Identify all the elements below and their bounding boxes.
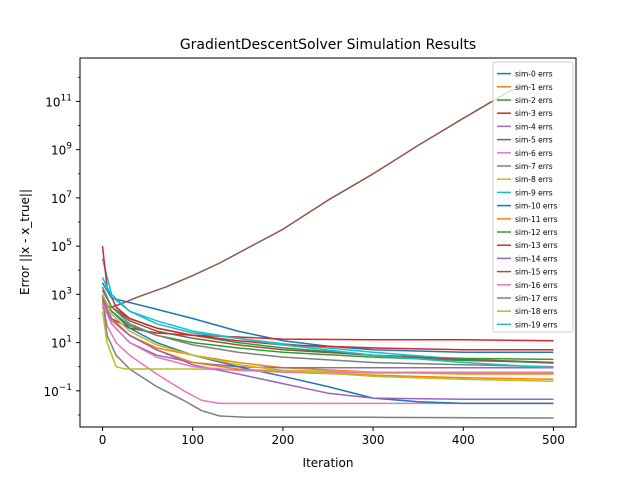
- series-line-0: [101, 282, 554, 353]
- x-tick-label: 500: [542, 433, 565, 447]
- x-tick-label: 200: [271, 433, 294, 447]
- series-line-8: [101, 311, 554, 373]
- legend-label: sim-18 errs: [515, 307, 558, 316]
- legend-label: sim-11 errs: [515, 215, 558, 224]
- series-line-15: [101, 289, 554, 364]
- x-tick-label: 100: [181, 433, 204, 447]
- x-axis: 0 100 200 300 400 500: [99, 427, 565, 447]
- y-axis-label: Error ||x - x_true||: [18, 189, 32, 295]
- legend: sim-0 errs sim-1 errs sim-2 errs sim-3 errs…: [492, 61, 574, 333]
- series-line-5: [102, 83, 527, 308]
- y-tick-label: 103: [51, 286, 72, 302]
- legend-label: sim-13 errs: [515, 241, 558, 250]
- series-line-9: [101, 258, 554, 364]
- legend-label: sim-12 errs: [515, 228, 558, 237]
- series-line-13: [101, 246, 554, 351]
- legend-label: sim-6 errs: [515, 149, 553, 158]
- legend-label: sim-5 errs: [515, 136, 553, 145]
- legend-label: sim-17 errs: [515, 294, 558, 303]
- legend-box: [492, 61, 574, 333]
- chart-title: GradientDescentSolver Simulation Results: [180, 37, 476, 53]
- y-tick-label: 101: [51, 335, 72, 351]
- legend-label: sim-7 errs: [515, 162, 553, 171]
- legend-label: sim-16 errs: [515, 281, 558, 290]
- legend-label: sim-1 errs: [515, 83, 553, 92]
- series-line-17: [101, 286, 554, 368]
- legend-label: sim-19 errs: [515, 320, 558, 329]
- legend-label: sim-10 errs: [515, 202, 558, 211]
- y-tick-label: 109: [51, 142, 72, 158]
- plot-frame: [79, 57, 577, 428]
- legend-label: sim-9 errs: [515, 188, 553, 197]
- y-axis: 10−1 101 103 105 107 109 1011: [43, 76, 80, 416]
- series-line-19: [101, 277, 554, 369]
- x-tick-label: 400: [452, 433, 475, 447]
- legend-label: sim-2 errs: [515, 96, 553, 105]
- plot-lines: [101, 83, 554, 419]
- y-tick-label: 105: [51, 238, 72, 254]
- legend-label: sim-0 errs: [515, 70, 553, 79]
- series-line-7: [101, 296, 554, 419]
- x-tick-label: 300: [362, 433, 385, 447]
- y-tick-label: 1011: [45, 93, 72, 109]
- legend-label: sim-14 errs: [515, 254, 558, 263]
- y-tick-label: 107: [51, 190, 72, 206]
- legend-label: sim-8 errs: [515, 175, 553, 184]
- legend-label: sim-3 errs: [515, 109, 553, 118]
- x-axis-label: Iteration: [303, 456, 354, 470]
- legend-label: sim-4 errs: [515, 122, 553, 131]
- x-tick-label: 0: [99, 433, 107, 447]
- legend-label: sim-15 errs: [515, 268, 558, 277]
- series-line-14: [101, 299, 554, 400]
- series-line-6: [101, 301, 554, 405]
- series-line-18: [101, 294, 554, 382]
- series-line-16: [101, 303, 554, 374]
- y-tick-label: 10−1: [43, 383, 72, 399]
